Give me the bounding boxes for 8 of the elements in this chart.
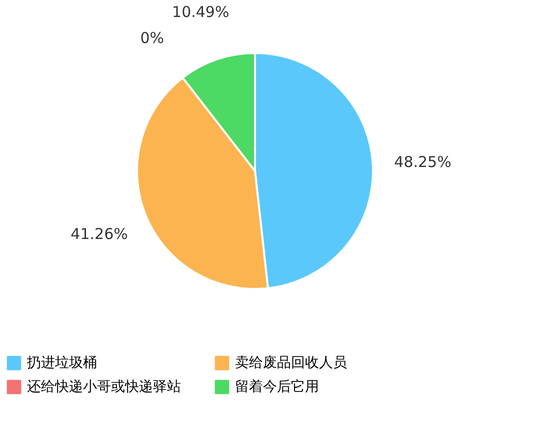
legend-label: 扔进垃圾桶	[26, 355, 97, 372]
data-label: 41.26%	[70, 225, 128, 244]
legend-label: 还给快递小哥或快递驿站	[27, 379, 181, 395]
legend-label: 卖给废品回收人员	[235, 355, 347, 372]
text: 0%	[140, 29, 164, 48]
data-label: 10.49%	[172, 3, 230, 22]
data-label: 48.25%	[394, 152, 452, 171]
legend-label: 留着今后它用	[235, 379, 319, 395]
